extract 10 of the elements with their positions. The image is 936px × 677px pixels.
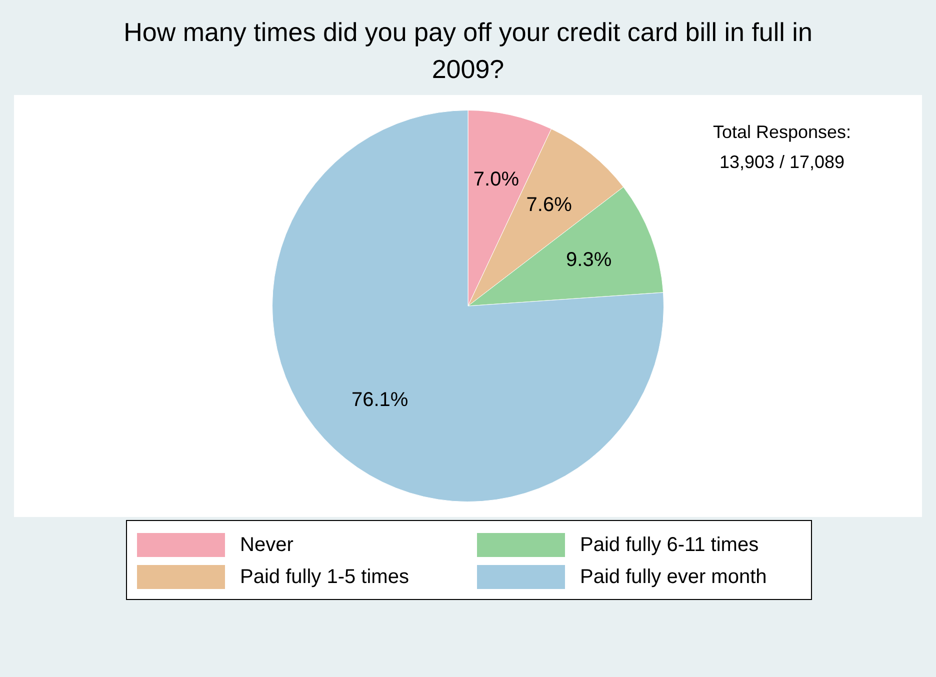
legend-label: Paid fully 6-11 times [580, 534, 759, 556]
data-label: 9.3% [566, 248, 612, 271]
text: Total Responses: 13,903 / 17,089 [712, 121, 852, 174]
legend-label: Never [240, 534, 294, 556]
data-label: 76.1% [351, 388, 408, 411]
legend-label: Paid fully 1-5 times [240, 566, 409, 588]
chart-title: How many times did you pay off your credit card bill in full in 2009? [122, 16, 814, 86]
legend-label: Paid fully ever month [580, 566, 767, 588]
data-label: 7.6% [526, 194, 572, 216]
data-label: 7.0% [473, 168, 520, 190]
